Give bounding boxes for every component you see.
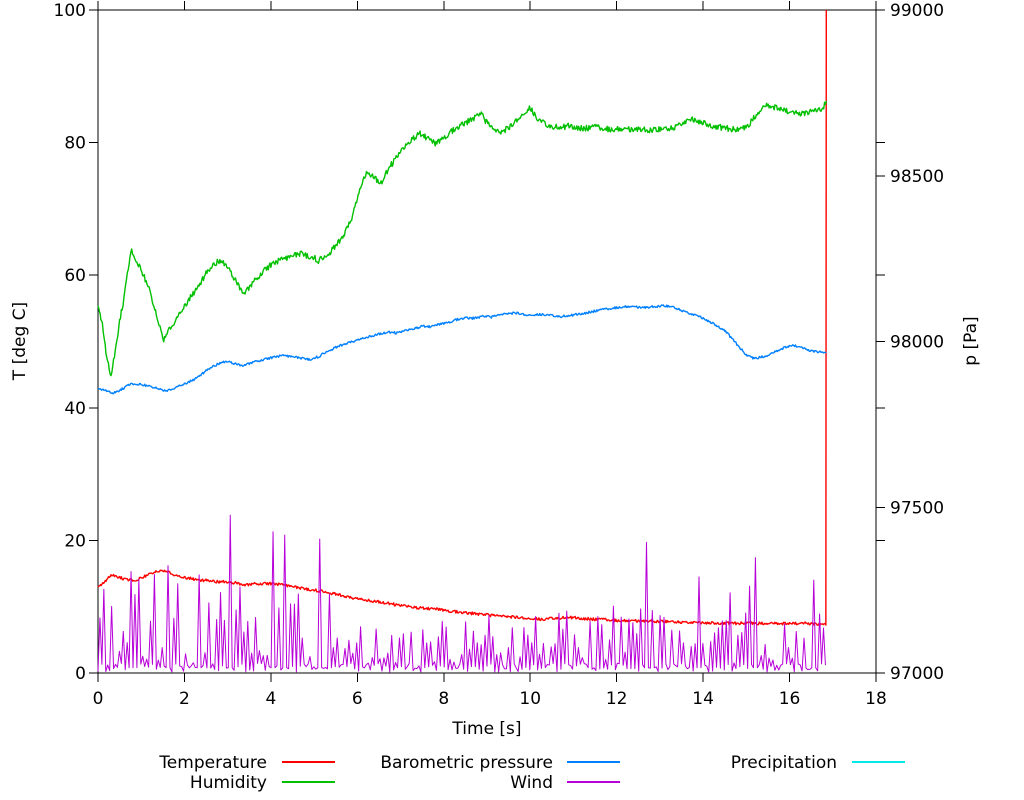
series-humidity-line [97,100,827,377]
legend-label-precipitation: Precipitation [731,753,837,773]
legend-label-humidity: Humidity [190,773,267,793]
x-tick-label: 8 [438,689,449,709]
legend-label-wind: Wind [510,773,553,793]
plot-border [97,9,877,674]
y-tick-label: 60 [64,266,86,286]
axis-ticks [89,1,885,682]
y-tick-label: 80 [64,134,86,154]
y2-axis-label: p [Pa] [961,316,981,365]
x-tick-label: 6 [352,689,363,709]
x-tick-label: 12 [606,689,628,709]
x-tick-label: 10 [519,689,541,709]
axis-tick-labels: 0 2 4 6 8 10 12 14 16 18 0 20 40 60 80 100 97000 97500 980… [54,1,945,709]
y-tick-label: 40 [64,399,86,419]
series-barometric-pressure-line [97,304,827,395]
y2-tick-label: 99000 [890,1,944,21]
x-tick-label: 18 [865,689,887,709]
y-tick-label: 0 [75,664,86,684]
x-tick-label: 4 [265,689,276,709]
x-tick-label: 0 [93,689,104,709]
y-tick-label: 100 [54,1,86,21]
y2-tick-label: 97500 [890,498,944,518]
x-tick-label: 14 [692,689,714,709]
series-temperature-line [97,9,827,626]
x-tick-label: 2 [179,689,190,709]
series-wind-line [97,514,826,673]
legend-label-barometric-pressure: Barometric pressure [380,753,553,773]
y-axis-label: T [deg C] [10,302,30,381]
y2-tick-label: 98500 [890,167,944,187]
y2-tick-label: 98000 [890,333,944,353]
y-tick-label: 20 [64,531,86,551]
y2-tick-label: 97000 [890,664,944,684]
legend-label-temperature: Temperature [158,753,267,773]
series-lines [97,9,827,673]
x-tick-label: 16 [779,689,801,709]
x-axis-label: Time [s] [451,719,521,739]
